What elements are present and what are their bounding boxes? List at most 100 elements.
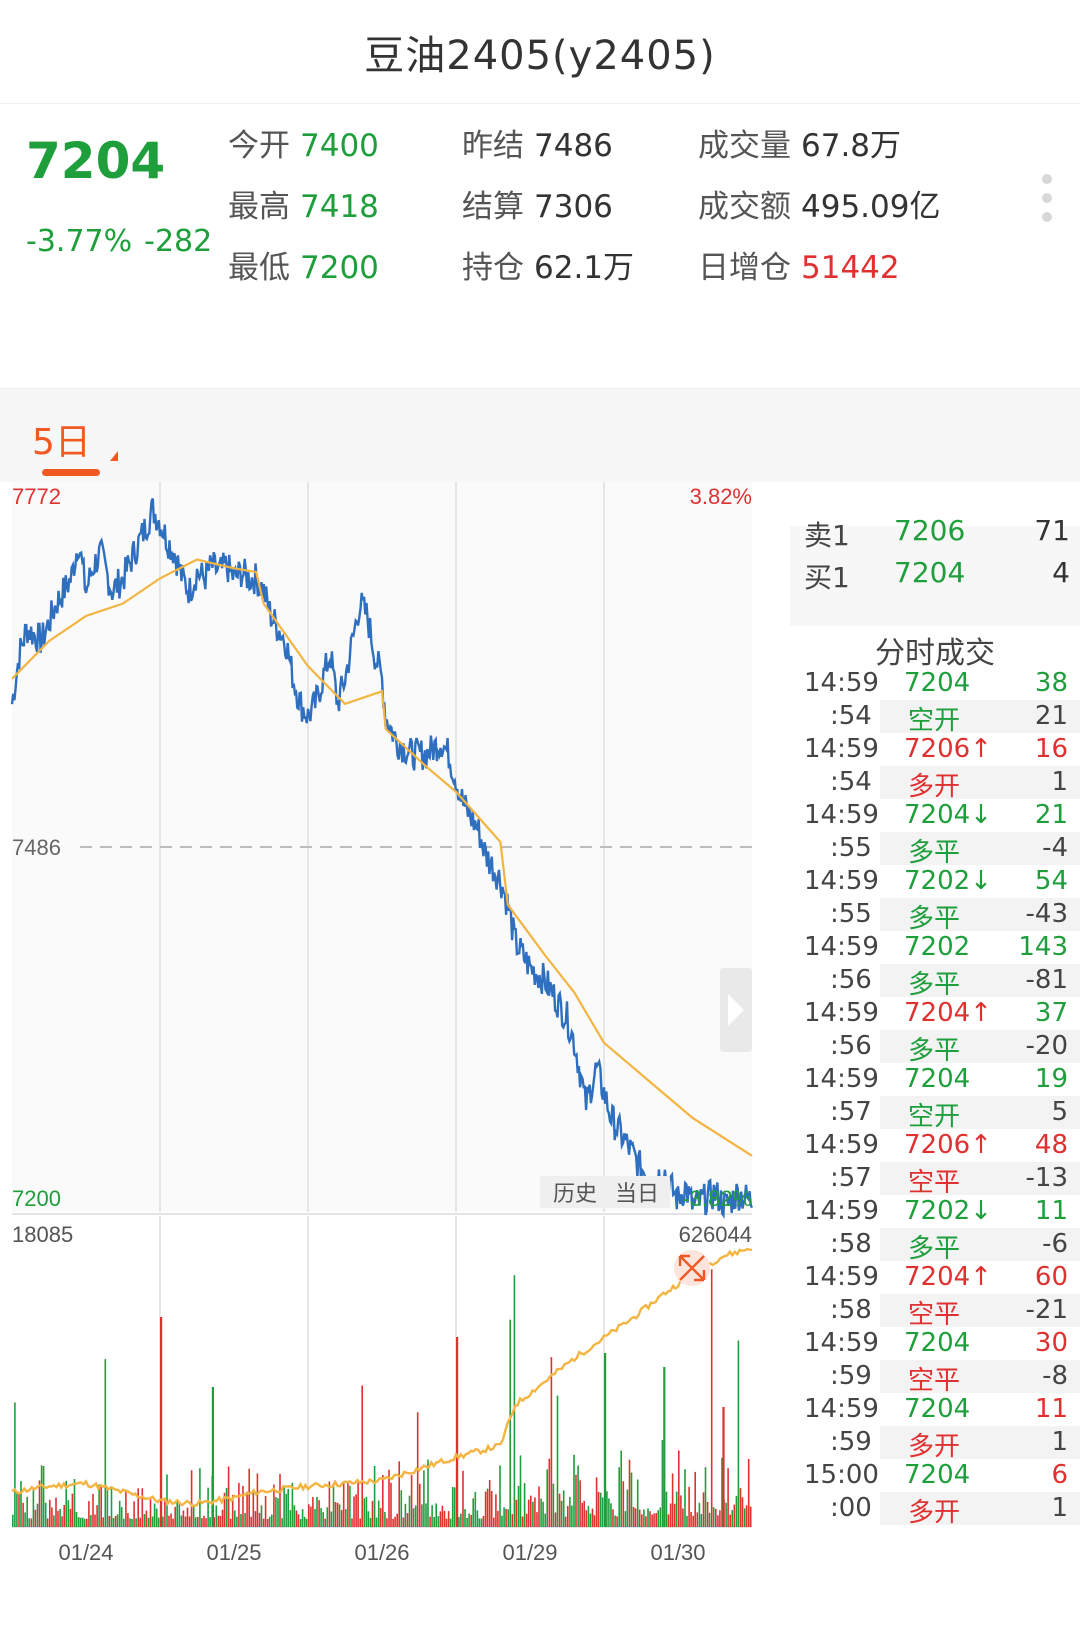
volume-bar [599,1492,602,1527]
caret-down-icon[interactable] [110,451,118,461]
volume-bar [675,1491,678,1527]
volume-bar [530,1495,532,1527]
volume-bar [414,1505,417,1527]
today-button[interactable]: 当日 [615,1182,659,1207]
volume-bar [149,1496,152,1527]
intraday-chart[interactable]: 7772 3.82% 7486 7200 -3.82% 历史 当日 18085 626044 01… [0,482,790,1644]
volume-bar [192,1504,195,1527]
volume-bar [188,1516,191,1527]
volume-bar [423,1470,425,1527]
volume-bar [556,1395,559,1527]
quote-panel: 7204 -3.77% -282 今开 7400 最高 7418 最低 7200 昨结 7… [0,104,1080,388]
volume-bar [131,1518,133,1527]
volume-bar [242,1485,244,1527]
volume-bar [719,1510,721,1527]
quote-low: 最低 7200 [228,250,379,286]
quote-high: 最高 7418 [228,189,379,225]
volume-bar [521,1516,524,1527]
volume-bar [527,1499,530,1527]
volume-bar [279,1473,281,1527]
volume-bar [26,1496,28,1527]
tab-5-day[interactable]: 5日 [32,422,91,463]
volume-bar [511,1514,514,1527]
history-button[interactable]: 历史 [553,1182,597,1207]
tick-price: 7206↑ [904,1130,992,1160]
volume-bar [747,1459,750,1527]
tick-price: 7206↑ [904,734,992,764]
volume-bar [151,1516,154,1527]
volume-bar [155,1508,158,1527]
ask-qty: 71 [1034,514,1070,547]
volume-bar [75,1512,78,1527]
tick-row: 15:00:00 7204 6 多开 1 [790,1460,1080,1529]
volume-bar [349,1485,351,1527]
volume-bar [651,1514,653,1527]
tick-price: 7204↑ [904,1262,992,1292]
volume-bar [678,1450,680,1527]
volume-bar [462,1470,464,1527]
volume-bar [225,1487,228,1527]
volume-bar [94,1514,96,1527]
volume-bar [622,1481,625,1527]
volume-bar [663,1367,666,1527]
ask-label: 卖1 [804,519,850,552]
volume-bar [264,1495,267,1527]
volume-bar [231,1495,234,1527]
bid-label: 买1 [804,561,850,594]
volume-bar [184,1516,187,1527]
volume-bar [499,1465,501,1527]
volume-bar [655,1513,657,1527]
volume-bar [137,1488,139,1527]
orderbook-panel: 卖1 7206 71 买1 7204 4 分时成交 14:59:54 7204 38… [790,482,1080,1644]
volume-bar [285,1493,287,1527]
volume-bar [88,1501,90,1527]
volume-bar [384,1512,386,1527]
tick-row-shade [880,964,1080,997]
tick-volume: 30 [1034,1328,1068,1358]
volume-bar [314,1509,316,1527]
volume-bar [141,1488,144,1527]
volume-bar [525,1513,528,1527]
volume-bar [698,1502,701,1527]
volume-bar [283,1487,285,1527]
volume-bar [554,1512,557,1527]
volume-bar [402,1517,405,1527]
volume-bar [367,1511,370,1527]
volume-bar [443,1510,446,1527]
volume-bar [647,1508,649,1527]
volume-bar [73,1479,76,1527]
volume-bar [357,1482,359,1527]
tick-price: 7204↓ [904,800,992,830]
volume-bar [447,1511,450,1527]
chevron-right-icon [728,994,744,1026]
volume-bar [624,1511,627,1527]
volume-bar [636,1479,639,1527]
expand-icon-glyph [678,1254,706,1282]
volume-bar [59,1509,61,1527]
volume-bar [710,1269,713,1527]
more-icon[interactable] [1042,174,1054,231]
volume-bar [659,1507,662,1527]
volume-bar [439,1511,442,1527]
volume-bar [604,1353,607,1527]
volume-bar [486,1488,489,1527]
volume-bar [190,1470,193,1527]
x-axis-label: 01/25 [206,1540,261,1565]
volume-bar [324,1518,326,1527]
tick-second: :59 [830,1427,872,1457]
history-today-toggle [540,1176,670,1208]
volume-bar [573,1454,575,1527]
volume-bar [688,1486,690,1527]
volume-bar [722,1407,725,1527]
period-tab-bar: 5日 [0,388,1080,482]
volume-bar [682,1508,684,1527]
volume-bar [320,1508,322,1527]
pct-max-label: 3.82% [690,484,752,509]
volume-bar [737,1340,740,1527]
volume-bar [67,1500,70,1527]
volume-bar [610,1503,612,1527]
volume-bar [667,1514,670,1527]
volume-bar [649,1511,651,1527]
volume-bar [223,1492,226,1527]
volume-bar [262,1518,265,1527]
